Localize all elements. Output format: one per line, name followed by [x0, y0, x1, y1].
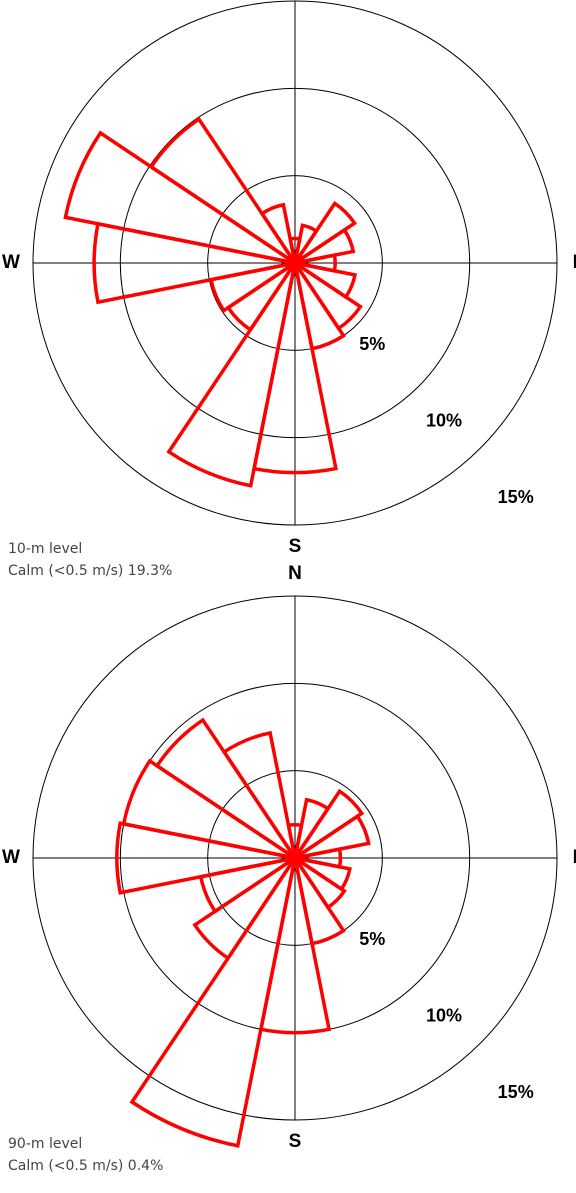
ring-label: 5% [359, 334, 385, 354]
wedge [294, 813, 371, 860]
wedge [121, 758, 296, 860]
wedge [115, 821, 296, 895]
wedge [259, 202, 297, 264]
direction-label: S [289, 1131, 302, 1152]
direction-label: W [2, 847, 20, 868]
annotation: 10-m level [8, 541, 82, 557]
direction-label: W [2, 252, 20, 273]
annotation: Calm (<0.5 m/s) 0.4% [8, 1158, 163, 1174]
ring-label: 10% [426, 410, 462, 430]
ring-label: 10% [426, 1005, 462, 1025]
center-dot [286, 849, 304, 867]
direction-label: E [573, 847, 576, 868]
wedge [293, 788, 365, 860]
ring-label: 15% [498, 487, 534, 507]
center-dot [286, 254, 304, 272]
annotation: 90-m level [8, 1136, 82, 1152]
wedge [154, 717, 297, 860]
direction-label: E [573, 252, 576, 273]
wedge [129, 857, 297, 1148]
wedge [166, 262, 297, 488]
ring-label: 5% [359, 929, 385, 949]
direction-label: S [289, 536, 302, 557]
wedge [192, 856, 297, 961]
wedge [294, 227, 356, 265]
wedge [293, 201, 357, 265]
wedge [148, 116, 297, 265]
ring-label: 15% [498, 1082, 534, 1102]
annotation: Calm (<0.5 m/s) 19.3% [8, 563, 172, 579]
wind-rose: 5% 10% 15% N E S W 90-m level Calm (<0.5 m/s) 0.… [2, 563, 576, 1174]
direction-label: N [288, 563, 302, 584]
wedge [221, 730, 297, 859]
wedge [63, 130, 296, 265]
